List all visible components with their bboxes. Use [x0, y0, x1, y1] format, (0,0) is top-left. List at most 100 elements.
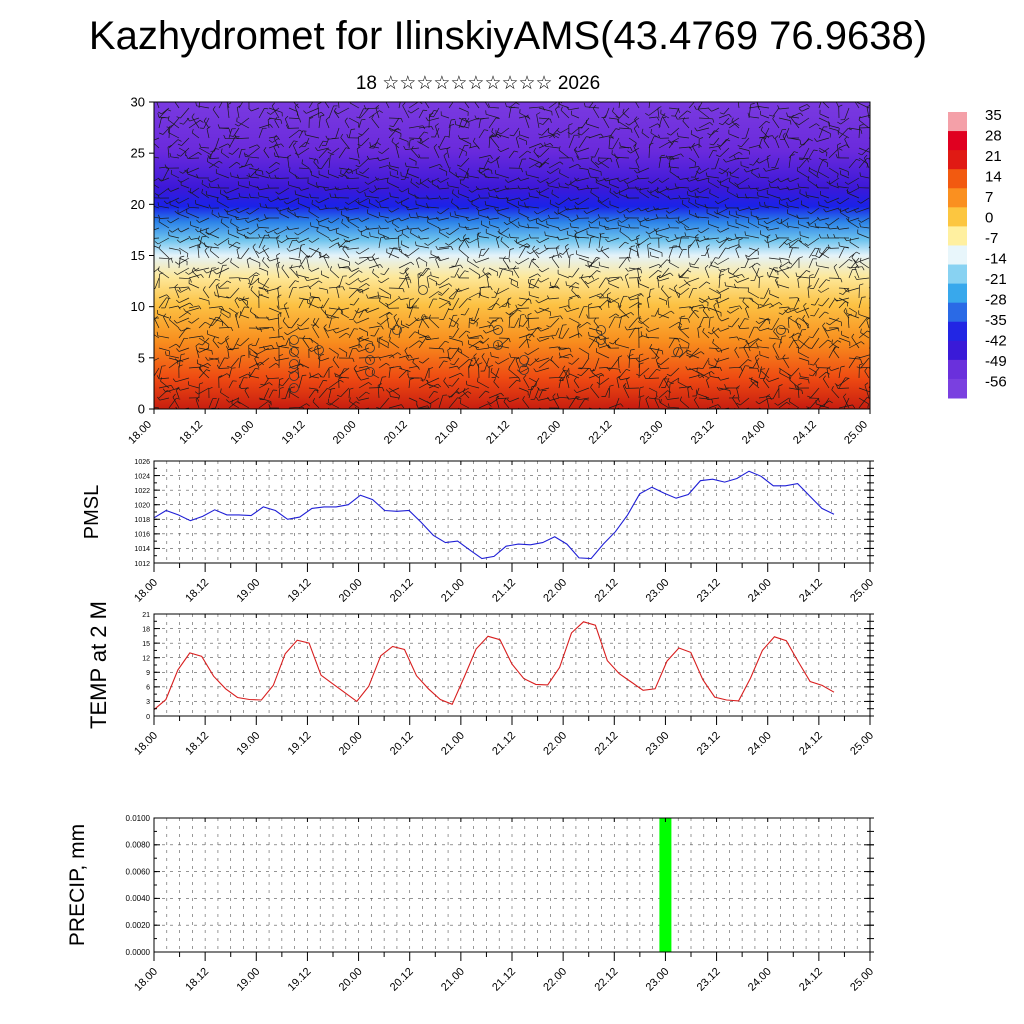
wind-barb [851, 337, 860, 349]
wind-barb [220, 193, 230, 199]
wind-barb [636, 167, 650, 174]
wind-barb-flag [467, 199, 471, 203]
wind-barb-flag [317, 357, 321, 362]
wind-barb-flag [544, 231, 546, 236]
wind-barb-flag [324, 204, 327, 209]
wind-barb-flag [680, 153, 684, 158]
wind-barb-flag [316, 227, 318, 232]
wind-barb-flag [677, 275, 682, 278]
wind-barb-flag [815, 183, 818, 188]
wind-barb [234, 314, 240, 329]
wind-barb-flag [839, 292, 844, 295]
wind-barb-flag [670, 310, 675, 314]
wind-barb [203, 120, 210, 129]
wind-barb [424, 367, 430, 381]
wind-barb [813, 277, 820, 289]
wind-barb [452, 192, 460, 199]
wind-barb-flag [465, 217, 469, 221]
wind-barb-flag [478, 362, 483, 365]
wind-barb [195, 399, 200, 409]
colorbar-segment [948, 264, 967, 285]
wind-barb [318, 287, 328, 291]
wind-barb [348, 328, 355, 339]
wind-barb [170, 117, 180, 129]
wind-barb-flag [852, 404, 856, 409]
wind-barb [453, 317, 460, 327]
wind-barb-flag [169, 315, 172, 321]
wind-barb [578, 197, 590, 205]
wind-barb [648, 270, 659, 279]
wind-barb [696, 127, 710, 132]
ytick-label: 15 [142, 641, 150, 648]
wind-barb-flag [334, 186, 338, 191]
wind-barb-flag [493, 188, 497, 193]
wind-barb [154, 406, 160, 409]
wind-barb [206, 128, 210, 139]
wind-barb [798, 351, 810, 359]
wind-barb-flag [639, 188, 641, 193]
wind-barb-flag [318, 252, 321, 257]
wind-barb [590, 176, 600, 179]
wind-barb-flag [490, 170, 493, 175]
wind-barb-flag [311, 199, 313, 204]
wind-barb-flag [172, 378, 176, 383]
wind-barb [708, 145, 719, 149]
wind-barb-flag [529, 287, 534, 289]
wind-barb [670, 137, 680, 143]
wind-barb [678, 316, 682, 329]
wind-barb-flag [359, 336, 364, 339]
ytick-label: 9 [146, 670, 150, 677]
wind-barb-flag [798, 332, 802, 336]
wind-barb-flag [174, 261, 179, 265]
wind-barb-flag [296, 270, 298, 275]
wind-barb-flag [707, 133, 712, 136]
wind-barb-flag [799, 112, 804, 116]
wind-barb [458, 270, 465, 279]
wind-barb-flag [255, 367, 260, 370]
wind-barb [566, 307, 580, 313]
wind-barb-flag [556, 236, 560, 241]
wind-barb [748, 338, 759, 349]
wind-barb-flag [787, 198, 791, 202]
wind-barb-flag [474, 346, 478, 350]
wind-barb-flag [200, 97, 204, 98]
wind-barb [484, 102, 490, 109]
wind-barb [588, 293, 602, 299]
wind-barb [694, 257, 700, 265]
wind-barb-flag [458, 245, 461, 250]
wind-barb [718, 113, 729, 119]
wind-barb [489, 224, 500, 229]
wind-barb-flag [744, 318, 749, 320]
wind-barb [161, 107, 170, 115]
wind-barb-flag [365, 225, 368, 230]
wind-barb-flag [208, 183, 211, 188]
wind-barb [398, 250, 410, 259]
wind-barb [408, 365, 418, 369]
wind-barb [238, 184, 250, 189]
wind-barb-flag [766, 318, 771, 321]
wind-barb-flag [255, 250, 260, 254]
wind-barb-flag [480, 118, 485, 120]
wind-barb-flag [155, 95, 158, 98]
wind-barb [368, 295, 378, 299]
wind-barb [298, 147, 310, 156]
wind-barb [365, 107, 380, 110]
wind-barb-flag [756, 262, 761, 266]
wind-barb-flag [218, 375, 223, 378]
wind-barb-flag [157, 202, 160, 207]
wind-barb [262, 248, 270, 259]
wind-barb [346, 207, 360, 211]
wind-barb-flag [657, 362, 661, 366]
wind-barb [154, 216, 160, 219]
wind-barb [628, 327, 636, 339]
wind-barb [828, 346, 836, 359]
wind-barb [718, 139, 727, 149]
wind-barb-flag [603, 177, 607, 182]
wind-barb [218, 326, 232, 329]
wind-barb-flag [761, 368, 766, 370]
wind-barb-flag [707, 296, 711, 300]
wind-barb [669, 171, 680, 179]
wind-barb [324, 102, 330, 109]
wind-barb-flag [844, 237, 847, 241]
wind-barb-flag [679, 343, 682, 348]
